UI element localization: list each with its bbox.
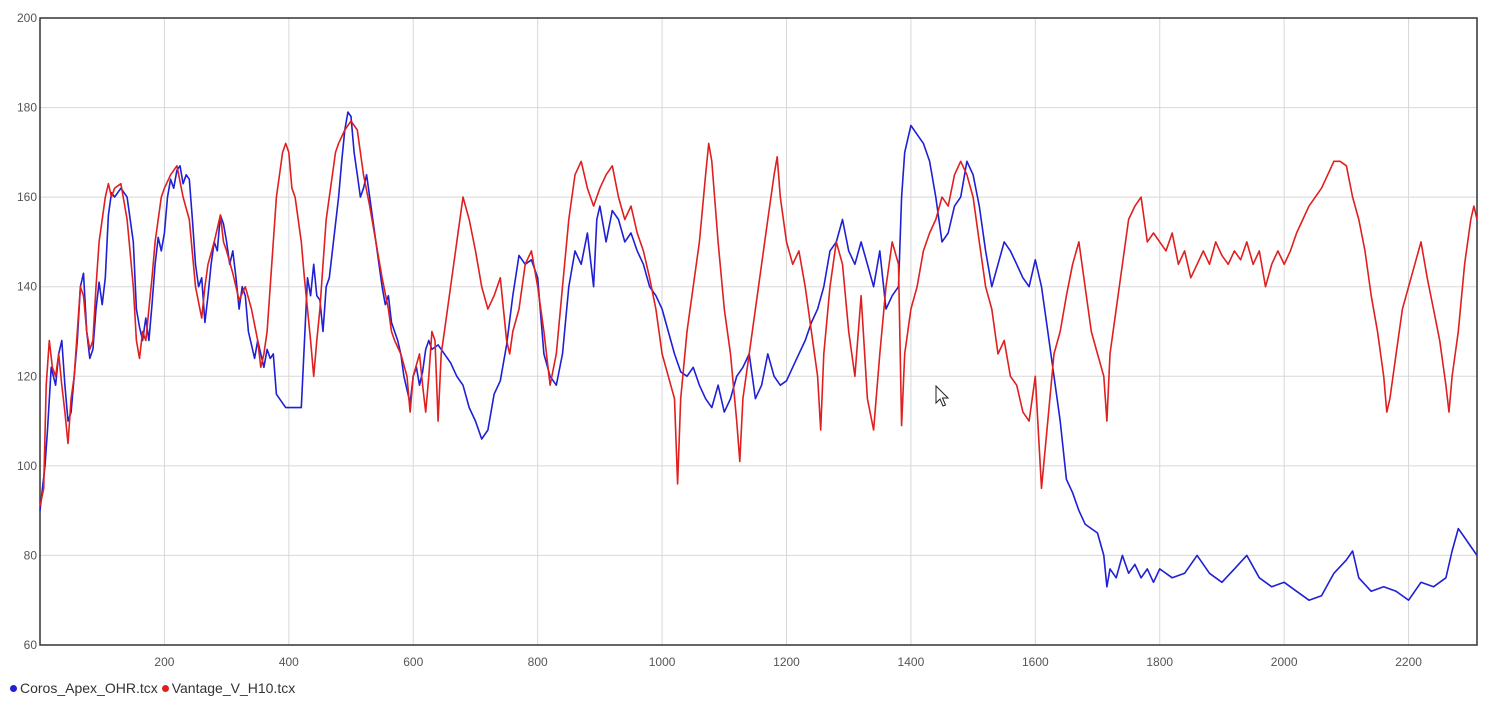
legend: Coros_Apex_OHR.tcx Vantage_V_H10.tcx bbox=[10, 680, 295, 696]
plot-frame bbox=[39, 17, 1478, 646]
y-tick-label: 200 bbox=[17, 11, 37, 25]
x-tick-label: 1200 bbox=[773, 655, 800, 669]
x-tick-label: 1000 bbox=[649, 655, 676, 669]
y-tick-label: 120 bbox=[17, 369, 37, 383]
x-axis-ticks: 200 400 600 800 1000 1200 1400 1600 1800 2000 2200 bbox=[154, 655, 1422, 669]
x-tick-label: 1800 bbox=[1146, 655, 1173, 669]
series-line-1 bbox=[39, 120, 1478, 507]
y-axis-ticks: 60 80 100 120 140 160 180 200 bbox=[17, 11, 37, 652]
series-line-0 bbox=[39, 111, 1478, 601]
x-tick-label: 200 bbox=[154, 655, 174, 669]
y-tick-label: 60 bbox=[24, 638, 38, 652]
legend-item-coros[interactable]: Coros_Apex_OHR.tcx bbox=[10, 680, 158, 696]
y-tick-label: 80 bbox=[24, 548, 38, 562]
legend-label-vantage: Vantage_V_H10.tcx bbox=[171, 680, 296, 696]
series-layer bbox=[39, 111, 1478, 601]
mouse-pointer-icon bbox=[935, 385, 950, 407]
y-tick-label: 160 bbox=[17, 190, 37, 204]
legend-item-vantage[interactable]: Vantage_V_H10.tcx bbox=[161, 680, 296, 696]
plot-border bbox=[39, 17, 1478, 646]
legend-dot-red-icon bbox=[161, 684, 169, 692]
x-tick-label: 600 bbox=[403, 655, 423, 669]
x-tick-label: 2000 bbox=[1271, 655, 1298, 669]
x-tick-label: 800 bbox=[528, 655, 548, 669]
legend-dot-blue-icon bbox=[10, 684, 17, 692]
legend-label-coros: Coros_Apex_OHR.tcx bbox=[20, 680, 158, 696]
x-tick-label: 400 bbox=[279, 655, 299, 669]
y-tick-label: 140 bbox=[17, 280, 37, 294]
y-tick-label: 100 bbox=[17, 459, 37, 473]
y-tick-label: 180 bbox=[17, 101, 37, 115]
x-tick-label: 1600 bbox=[1022, 655, 1049, 669]
x-tick-label: 2200 bbox=[1395, 655, 1422, 669]
x-tick-label: 1400 bbox=[898, 655, 925, 669]
